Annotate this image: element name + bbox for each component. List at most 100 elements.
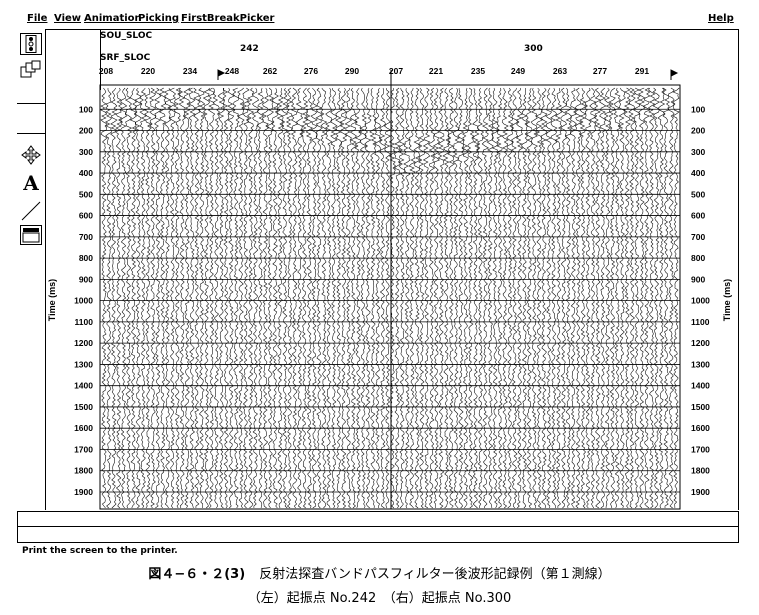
x-tick-label: 208 [99,66,113,76]
y-tick-label-right: 900 [691,274,705,284]
y-axis-title-left: Time (ms) [47,279,57,321]
y-tick-label-right: 1100 [691,317,710,327]
rms-icon[interactable] [20,225,42,245]
trace-wiggle [193,87,201,509]
trace-wiggle [398,87,406,509]
trace-wiggle [584,87,592,509]
trace-wiggle [408,87,416,509]
trace-wiggle [281,87,289,509]
windows-icon[interactable] [20,59,42,81]
y-tick-label-left: 900 [79,274,93,284]
x-tick-label: 235 [471,66,485,76]
trace-wiggle [642,87,651,509]
trace-wiggle [506,87,514,509]
text-A-icon[interactable]: A [20,171,42,195]
trace-wiggle [379,87,386,509]
move-cross-icon[interactable] [20,144,42,166]
plot-border [99,84,681,510]
trace-wiggle [462,87,470,509]
y-tick-label-left: 300 [79,147,93,157]
menu-view[interactable]: View [54,13,82,24]
seismic-display: SOU_SLOC SRF_SLOC 242 300 [45,29,739,510]
trace-wiggle [100,87,108,509]
trace-wiggle [330,87,338,509]
trace-wiggle [212,87,221,509]
trace-wiggle [525,87,533,509]
trace-wiggle [300,87,309,509]
trace-wiggle [511,87,519,509]
trace-wiggle [403,87,411,509]
trace-wiggle [144,87,152,509]
x-tick-label: 291 [635,66,649,76]
trace-wiggle [657,87,666,509]
tool-strip: A [17,29,45,509]
trace-wiggle [154,87,162,509]
trace-wiggle [452,87,460,509]
trace-wiggle [129,87,138,509]
menu-picking[interactable]: Picking [138,13,180,24]
trace-wiggle [237,87,245,509]
trace-wiggle [276,87,284,509]
y-tick-label-right: 1400 [691,381,710,391]
figure-number: 図４−６・２(3) [148,567,246,582]
trace-wiggle [422,87,431,509]
sou-sloc-label: SOU_SLOC [100,31,153,41]
trace-wiggle [437,87,446,509]
x-tick-label: 262 [263,66,277,76]
trace-wiggle [545,87,553,509]
trace-wiggle [344,87,353,509]
trace-wiggle [432,87,441,509]
trace-wiggle [530,87,538,509]
trace-wiggle [119,87,128,509]
menu-firstbreakpicker[interactable]: FirstBreakPicker [181,13,275,24]
x-tick-label: 290 [345,66,359,76]
trace-wiggle [594,87,602,509]
trace-wiggle [134,87,142,509]
menu-animation[interactable]: Animation [84,13,142,24]
trace-wiggle [320,87,328,509]
trace-wiggle [251,87,260,508]
trace-wiggle [418,87,425,509]
y-tick-label-right: 100 [691,104,705,114]
y-tick-label-left: 1000 [74,296,93,306]
menu-help[interactable]: Help [708,13,734,24]
trace-wiggle [550,87,558,509]
y-tick-label-left: 700 [79,232,93,242]
dx-dt-icon[interactable] [20,200,42,222]
trace-wiggle [393,87,402,509]
y-tick-label-right: 1200 [691,338,710,348]
trace-wiggle [603,87,612,509]
trace-wiggle [310,87,318,509]
trace-wiggle [139,87,147,509]
trace-wiggle [114,87,123,509]
menu-file[interactable]: File [27,13,48,24]
y-tick-label-right: 1300 [691,359,710,369]
y-tick-label-right: 1500 [691,402,710,412]
traffic-light-icon[interactable] [20,33,42,55]
trace-wiggle [183,87,191,509]
y-tick-label-left: 400 [79,168,93,178]
trace-wiggle [652,87,661,509]
trace-wiggle [638,87,646,509]
trace-wiggle [222,87,230,509]
x-tick-label: 220 [141,66,155,76]
y-tick-label-right: 1600 [691,423,710,433]
figure-caption-line2: （左）起振点 No.242 （右）起振点 No.300 [247,591,512,606]
y-tick-label-right: 1900 [691,487,710,497]
trace-wiggle [202,87,211,509]
trace-wiggle [261,87,270,509]
y-tick-label-left: 800 [79,253,93,263]
y-tick-label-left: 1200 [74,338,93,348]
trace-wiggle [564,87,573,509]
trace-wiggle [554,87,563,508]
trace-wiggle [198,87,206,509]
trace-wiggle [668,87,675,509]
trace-wiggle [647,87,656,509]
trace-wiggle [618,87,626,509]
header-divider [100,30,101,90]
trace-wiggle [124,87,133,509]
trace-wiggle [168,87,177,509]
y-tick-label-left: 1400 [74,381,93,391]
x-tick-label: 221 [429,66,443,76]
